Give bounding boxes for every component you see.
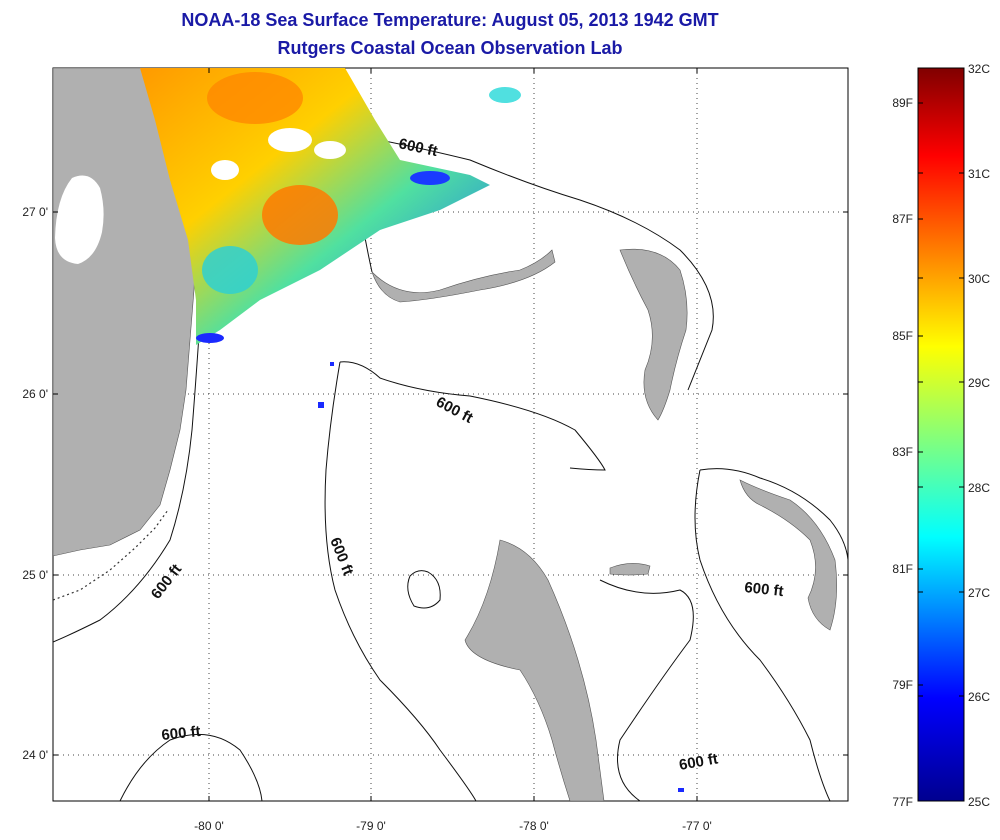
colorbar <box>917 67 965 802</box>
lon-label: -79 0' <box>356 819 386 833</box>
lon-label: -77 0' <box>682 819 712 833</box>
abaco-land <box>619 248 688 421</box>
colorbar-f-label: 81F <box>892 562 913 576</box>
new-providence-land <box>609 563 651 576</box>
colorbar-c-label: 27C <box>968 586 990 600</box>
colorbar-f-label: 83F <box>892 445 913 459</box>
florida-keys <box>53 509 169 601</box>
colorbar-c-label: 32C <box>968 62 990 76</box>
colorbar-ticks <box>918 102 964 697</box>
colorbar-c-label: 31C <box>968 167 990 181</box>
isobath-label: 600 ft <box>744 579 785 600</box>
colorbar-c-label: 30C <box>968 272 990 286</box>
lat-label: 25 0' <box>22 568 48 582</box>
colorbar-f-label: 89F <box>892 96 913 110</box>
lon-label: -80 0' <box>194 819 224 833</box>
colorbar-f-label: 77F <box>892 795 913 809</box>
map-subtitle: Rutgers Coastal Ocean Observation Lab <box>277 38 623 58</box>
colorbar-f-label: 85F <box>892 329 913 343</box>
colorbar-c-label: 25C <box>968 795 990 809</box>
lat-label: 26 0' <box>22 387 48 401</box>
frame-ticks <box>53 68 848 801</box>
lon-label: -78 0' <box>519 819 549 833</box>
lat-label: 24 0' <box>22 748 48 762</box>
grand-bahama-land <box>371 249 556 303</box>
colorbar-c-label: 28C <box>968 481 990 495</box>
map-title: NOAA-18 Sea Surface Temperature: August … <box>181 10 719 30</box>
colorbar-f-label: 79F <box>892 678 913 692</box>
lat-label: 27 0' <box>22 205 48 219</box>
lake-okeechobee <box>55 175 104 264</box>
isobath-label: 600 ft <box>161 723 202 744</box>
sst-swath <box>140 68 684 792</box>
eleuthera-land <box>739 479 837 631</box>
andros-land <box>464 539 605 801</box>
colorbar-c-label: 29C <box>968 376 990 390</box>
colorbar-c-label: 26C <box>968 690 990 704</box>
isobath-label: 600 ft <box>678 750 720 774</box>
colorbar-f-label: 87F <box>892 212 913 226</box>
